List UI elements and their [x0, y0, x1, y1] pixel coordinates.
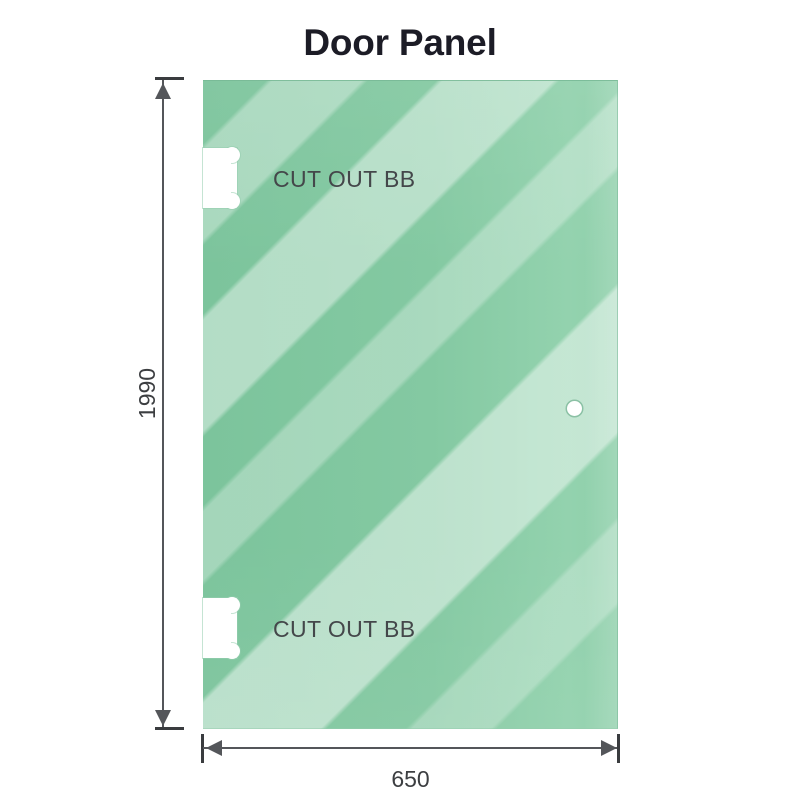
height-dimension-line [162, 80, 164, 729]
width-dimension-line [203, 747, 618, 749]
cutout-upper [203, 147, 240, 209]
width-dimension-label: 650 [391, 766, 430, 792]
height-arrow-up-icon [155, 83, 171, 99]
panel-glass-surface [203, 80, 618, 729]
cutout-upper-joint-bottom [221, 191, 231, 208]
cutout-lower [203, 597, 240, 659]
cutout-lower-joint-top [221, 598, 231, 615]
width-dimension-cap-left [201, 734, 204, 763]
door-panel: CUT OUT BB CUT OUT BB [203, 80, 618, 729]
height-dimension-label: 1990 [134, 367, 161, 420]
height-arrow-down-icon [155, 710, 171, 726]
height-dimension-cap-bottom [155, 727, 184, 730]
cutout-lower-joint-bottom [221, 641, 231, 658]
cutout-upper-joint-top [221, 148, 231, 165]
height-dimension-cap-top [155, 77, 184, 80]
width-arrow-right-icon [601, 740, 617, 756]
cutout-lower-label: CUT OUT BB [273, 616, 416, 642]
handle-hole-icon [567, 401, 582, 416]
width-arrow-left-icon [206, 740, 222, 756]
cutout-upper-label: CUT OUT BB [273, 166, 416, 192]
page-title: Door Panel [303, 22, 497, 63]
width-dimension-cap-right [617, 734, 620, 763]
